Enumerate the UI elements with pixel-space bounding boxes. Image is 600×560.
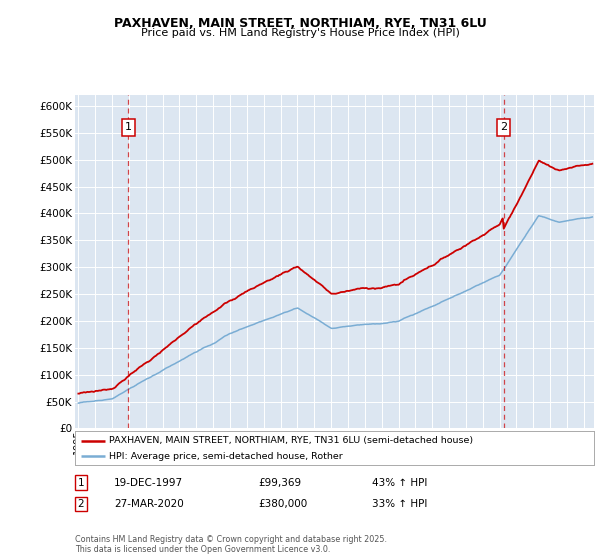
Text: 33% ↑ HPI: 33% ↑ HPI <box>372 499 427 509</box>
Text: 2: 2 <box>77 499 85 509</box>
Text: £380,000: £380,000 <box>258 499 307 509</box>
Text: Price paid vs. HM Land Registry's House Price Index (HPI): Price paid vs. HM Land Registry's House … <box>140 28 460 38</box>
Text: 43% ↑ HPI: 43% ↑ HPI <box>372 478 427 488</box>
Text: £99,369: £99,369 <box>258 478 301 488</box>
Text: PAXHAVEN, MAIN STREET, NORTHIAM, RYE, TN31 6LU (semi-detached house): PAXHAVEN, MAIN STREET, NORTHIAM, RYE, TN… <box>109 436 473 445</box>
Text: 1: 1 <box>125 123 132 133</box>
Text: Contains HM Land Registry data © Crown copyright and database right 2025.
This d: Contains HM Land Registry data © Crown c… <box>75 535 387 554</box>
Text: 27-MAR-2020: 27-MAR-2020 <box>114 499 184 509</box>
Text: PAXHAVEN, MAIN STREET, NORTHIAM, RYE, TN31 6LU: PAXHAVEN, MAIN STREET, NORTHIAM, RYE, TN… <box>113 17 487 30</box>
Text: 2: 2 <box>500 123 507 133</box>
Text: 1: 1 <box>77 478 85 488</box>
Text: HPI: Average price, semi-detached house, Rother: HPI: Average price, semi-detached house,… <box>109 452 343 461</box>
Text: 19-DEC-1997: 19-DEC-1997 <box>114 478 183 488</box>
